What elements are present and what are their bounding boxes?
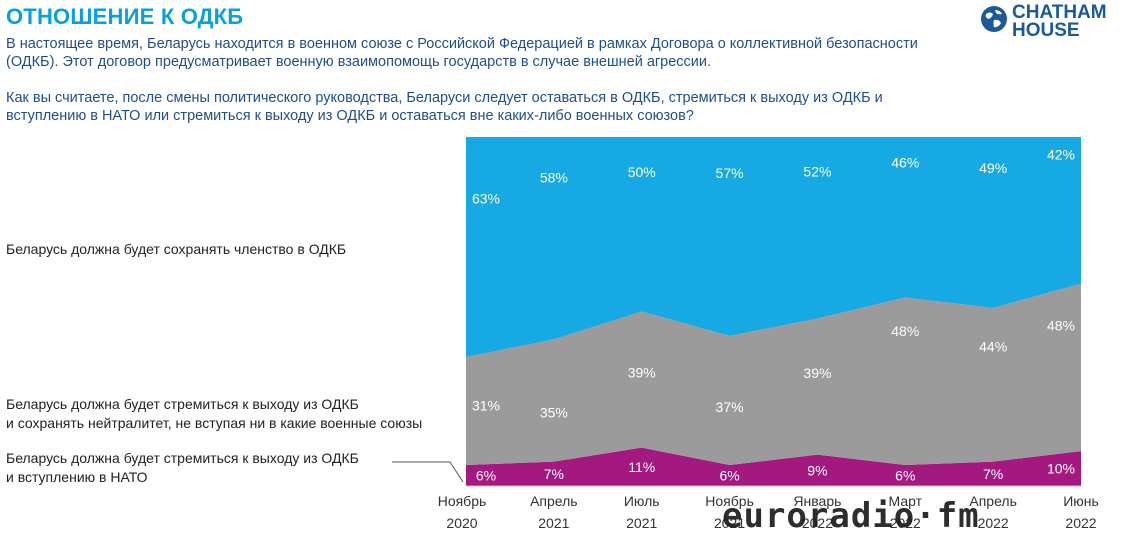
data-label-s0-6: 7% <box>983 466 1003 482</box>
nato-label-connector <box>392 461 464 483</box>
data-label-s0-5: 6% <box>895 468 915 484</box>
x-tick-month-7: Июнь <box>1063 493 1099 509</box>
x-tick-month-4: Январь <box>793 493 841 509</box>
label-nato-line-2: и вступлению в НАТО <box>6 469 148 485</box>
label-neutrality-line-2: и сохранять нейтралитет, не вступая ни в… <box>6 415 423 431</box>
data-label-s1-7: 48% <box>1047 317 1075 333</box>
data-label-s0-4: 9% <box>807 462 827 478</box>
euroradio-watermark: euroradio·fm <box>722 496 980 536</box>
data-label-s1-5: 48% <box>891 323 919 339</box>
logo-line-2: HOUSE <box>1012 20 1080 41</box>
data-label-s0-0: 6% <box>476 468 496 484</box>
x-tick-month-6: Апрель <box>969 493 1017 509</box>
x-tick-month-1: Апрель <box>530 493 578 509</box>
label-csto-membership: Беларусь должна будет сохранять членство… <box>6 241 347 257</box>
data-label-s0-1: 7% <box>544 466 564 482</box>
data-label-s1-1: 35% <box>540 405 568 421</box>
data-label-s0-7: 10% <box>1047 461 1075 477</box>
x-tick-year-3: 2021 <box>714 515 745 531</box>
data-label-s2-7: 42% <box>1047 147 1075 163</box>
data-label-s2-6: 49% <box>979 160 1007 176</box>
data-label-s0-3: 6% <box>719 468 739 484</box>
data-label-s1-6: 44% <box>979 338 1007 354</box>
chatham-house-logo: CHATHAM HOUSE <box>980 3 1120 43</box>
data-label-s2-0: 63% <box>472 191 500 207</box>
x-tick-year-7: 2022 <box>1065 515 1096 531</box>
x-tick-year-1: 2021 <box>538 515 569 531</box>
survey-question: Как вы считаете, после смены политическо… <box>6 90 883 124</box>
x-tick-month-0: Ноябрь <box>438 493 487 509</box>
label-neutrality: Беларусь должна будет стремиться к выход… <box>6 395 422 433</box>
x-tick-year-5: 2022 <box>890 515 921 531</box>
area-series-1 <box>466 283 1081 466</box>
data-label-s0-2: 11% <box>628 459 655 475</box>
area-series-2 <box>466 137 1081 357</box>
label-nato-line-1: Беларусь должна будет стремиться к выход… <box>6 450 359 466</box>
x-tick-year-4: 2022 <box>802 515 833 531</box>
x-tick-month-5: Март <box>889 493 923 509</box>
data-label-s2-1: 58% <box>540 169 568 185</box>
label-nato: Беларусь должна будет стремиться к выход… <box>6 449 359 487</box>
data-label-s2-5: 46% <box>891 155 919 171</box>
globe-icon <box>981 6 1007 32</box>
x-tick-year-6: 2022 <box>978 515 1009 531</box>
x-tick-month-2: Июль <box>624 493 660 509</box>
logo-wordmark: CHATHAM HOUSE <box>1012 2 1107 41</box>
x-tick-year-0: 2020 <box>446 515 477 531</box>
chart-title: ОТНОШЕНИЕ К ОДКБ <box>6 4 244 29</box>
label-neutrality-line-1: Беларусь должна будет стремиться к выход… <box>6 396 359 412</box>
data-label-s2-3: 57% <box>716 165 744 181</box>
x-tick-year-2: 2021 <box>626 515 657 531</box>
data-label-s2-2: 50% <box>628 164 656 180</box>
data-label-s1-3: 37% <box>716 399 744 415</box>
logo-line-1: CHATHAM <box>1012 2 1107 23</box>
data-label-s1-4: 39% <box>803 365 831 381</box>
x-tick-month-3: Ноябрь <box>705 493 754 509</box>
intro-text: В настоящее время, Беларусь находится в … <box>6 36 918 70</box>
data-label-s1-0: 31% <box>472 398 500 414</box>
area-series-0 <box>466 447 1081 486</box>
data-label-s2-4: 52% <box>803 163 831 179</box>
data-label-s1-2: 39% <box>628 365 656 381</box>
